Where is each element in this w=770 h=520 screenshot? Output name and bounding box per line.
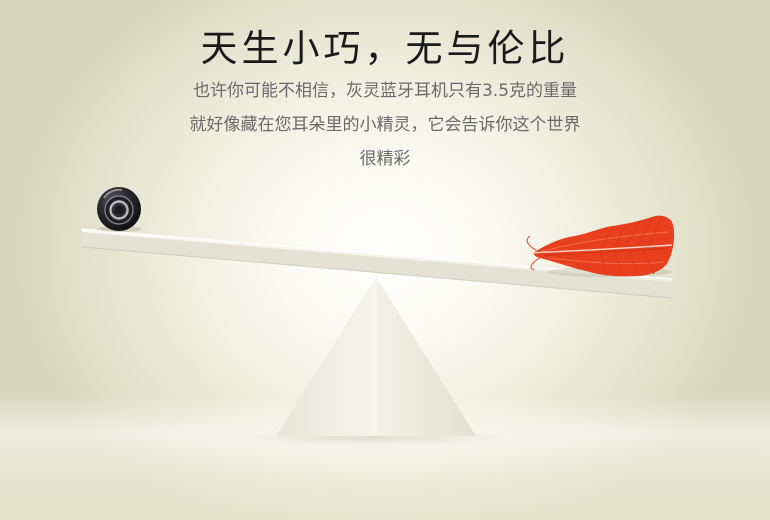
feather-icon bbox=[526, 215, 675, 277]
description-line-3: 很精彩 bbox=[359, 149, 411, 169]
page-headline: 天生小巧，无与伦比 bbox=[200, 27, 570, 70]
seesaw-beam bbox=[81, 228, 673, 299]
description: 也许你可能不相信，灰灵蓝牙耳机只有3.5克的重量 就好像藏在您耳朵里的小精灵，它… bbox=[0, 74, 770, 176]
description-line-1: 也许你可能不相信，灰灵蓝牙耳机只有3.5克的重量 bbox=[192, 81, 578, 101]
fulcrum bbox=[276, 277, 476, 436]
earbud-icon bbox=[97, 187, 142, 232]
description-line-2: 就好像藏在您耳朵里的小精灵，它会告诉你这个世界 bbox=[189, 115, 581, 135]
